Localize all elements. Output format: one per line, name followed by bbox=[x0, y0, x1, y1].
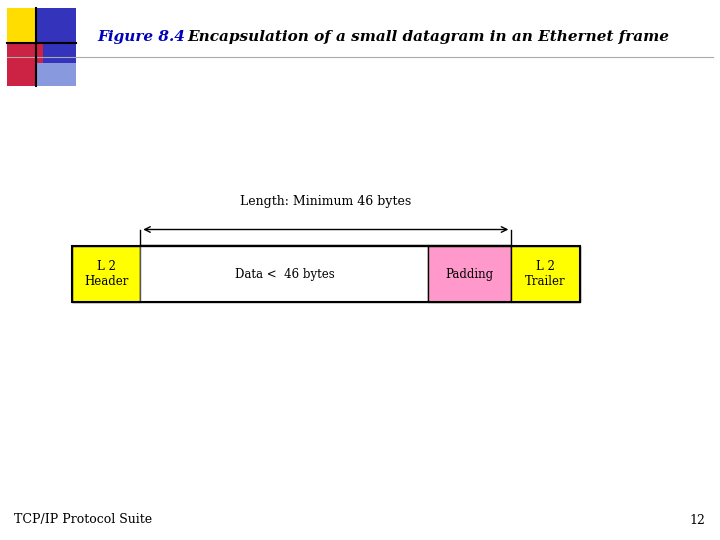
Bar bbox=[428, 246, 511, 302]
Bar bbox=[72, 246, 140, 302]
Text: Padding: Padding bbox=[446, 267, 494, 281]
Text: Figure 8.4: Figure 8.4 bbox=[97, 30, 185, 44]
Text: 12: 12 bbox=[690, 514, 706, 526]
Bar bbox=[7, 8, 42, 51]
Bar bbox=[36, 8, 76, 63]
Text: Data <  46 bytes: Data < 46 bytes bbox=[235, 267, 334, 281]
Bar bbox=[72, 246, 580, 302]
Text: Length: Minimum 46 bytes: Length: Minimum 46 bytes bbox=[240, 195, 411, 208]
Text: TCP/IP Protocol Suite: TCP/IP Protocol Suite bbox=[14, 514, 153, 526]
Bar bbox=[140, 246, 428, 302]
Bar bbox=[511, 246, 580, 302]
Text: L 2
Header: L 2 Header bbox=[84, 260, 128, 288]
Bar bbox=[7, 43, 42, 86]
Bar bbox=[36, 63, 76, 86]
Text: L 2
Trailer: L 2 Trailer bbox=[525, 260, 566, 288]
Text: Encapsulation of a small datagram in an Ethernet frame: Encapsulation of a small datagram in an … bbox=[187, 30, 669, 44]
